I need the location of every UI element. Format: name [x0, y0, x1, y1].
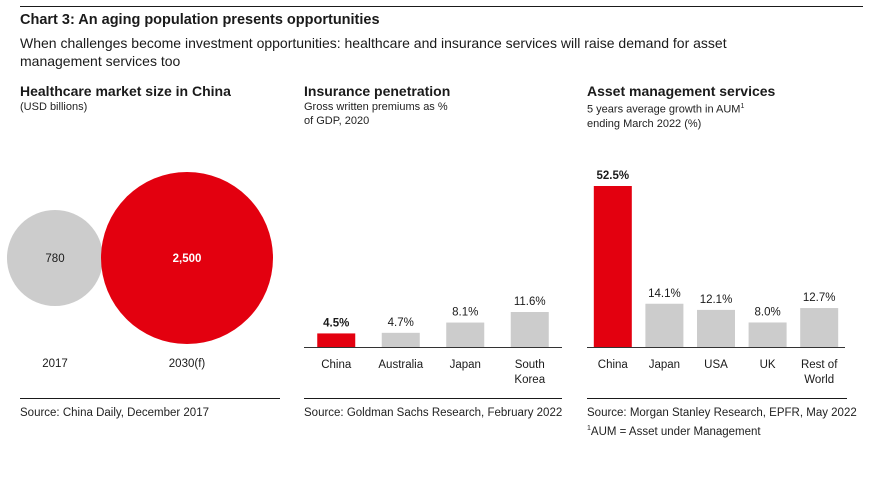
bar-value-label: 52.5%: [596, 170, 629, 182]
bar-category-label: Rest of: [801, 359, 838, 371]
bubble-label-2017: 780: [45, 253, 64, 265]
footnote-asset-management: 1AUM = Asset under Management: [587, 421, 761, 440]
bar-japan: [446, 322, 485, 347]
top-rule: [20, 6, 863, 7]
bar-south-korea: [510, 312, 549, 347]
bubble-category-2017: 2017: [42, 358, 68, 370]
insurance-bar-chart: 4.5% China 4.7% Australia 8.1% Japan 11.6% Sout…: [304, 296, 562, 386]
panel-divider-asset-management: [587, 398, 847, 399]
bar-category-label: Korea: [514, 374, 545, 386]
asset-management-bar-chart: 52.5% China 14.1% Japan 12.1% USA 8.0% UK 12.7% R…: [587, 170, 845, 386]
bar-category-label: Japan: [649, 359, 680, 371]
source-asset-management: Source: Morgan Stanley Research, EPFR, M…: [587, 407, 857, 419]
bar-category-label: USA: [704, 359, 728, 371]
footnote-sup: 1: [587, 425, 591, 432]
bar-category-label: UK: [760, 359, 776, 371]
bar-australia: [381, 332, 420, 347]
panel-subtitle-asset-line2: ending March 2022 (%): [587, 117, 702, 130]
bar-category-label: China: [321, 359, 352, 371]
healthcare-bubble-chart: 780 2,500 2017 2030(f): [6, 172, 273, 370]
bubble-label-2030: 2,500: [173, 253, 202, 265]
footnote-text: AUM = Asset under Management: [590, 425, 761, 438]
bar-china: [593, 186, 632, 347]
bar-category-label: Japan: [450, 359, 481, 371]
panel-divider-healthcare: [20, 398, 280, 399]
chart-intro: When challenges become investment opport…: [20, 35, 727, 69]
panel-subtitle-insurance: Gross written premiums as % of GDP, 2020: [304, 100, 448, 128]
bar-category-label: Australia: [378, 359, 423, 371]
bar-value-label: 11.6%: [514, 296, 546, 308]
chart-title: Chart 3: An aging population presents op…: [20, 12, 380, 28]
bar-usa: [697, 309, 735, 347]
bar-value-label: 12.7%: [803, 292, 836, 304]
bar-value-label: 12.1%: [700, 294, 733, 306]
bar-value-label: 4.5%: [323, 317, 349, 329]
bar-value-label: 4.7%: [388, 317, 414, 329]
bar-category-label: China: [598, 359, 629, 371]
bar-value-label: 8.0%: [754, 306, 780, 318]
bubble-2017: [6, 209, 104, 307]
source-healthcare: Source: China Daily, December 2017: [20, 407, 209, 419]
bar-value-label: 14.1%: [648, 288, 681, 300]
bar-japan: [645, 303, 684, 347]
panel-title-healthcare: Healthcare market size in China: [20, 83, 231, 99]
bar-uk: [748, 322, 787, 347]
bar-category-label: World: [804, 374, 834, 386]
source-insurance: Source: Goldman Sachs Research, February…: [304, 407, 563, 419]
bubble-category-2030: 2030(f): [169, 358, 206, 370]
panel-subtitle-insurance-line1: Gross written premiums as %: [304, 101, 448, 113]
panel-subtitle-asset-sup: 1: [740, 103, 745, 110]
panel-divider-insurance: [304, 398, 562, 399]
panel-subtitle-insurance-line2: of GDP, 2020: [304, 115, 370, 127]
panel-subtitle-asset-management: 5 years average growth in AUM1 ending Ma…: [587, 100, 744, 131]
panel-subtitle-asset-line1: 5 years average growth in AUM: [587, 103, 741, 116]
panel-subtitle-healthcare: (USD billions): [20, 101, 88, 113]
bar-value-label: 8.1%: [452, 307, 478, 319]
bar-rest-of-world: [800, 308, 839, 347]
bar-category-label: South: [515, 359, 545, 371]
panel-title-insurance: Insurance penetration: [304, 83, 451, 99]
bar-china: [317, 333, 356, 347]
bubble-2030: [101, 172, 273, 344]
panel-title-asset-management: Asset management services: [587, 83, 776, 99]
